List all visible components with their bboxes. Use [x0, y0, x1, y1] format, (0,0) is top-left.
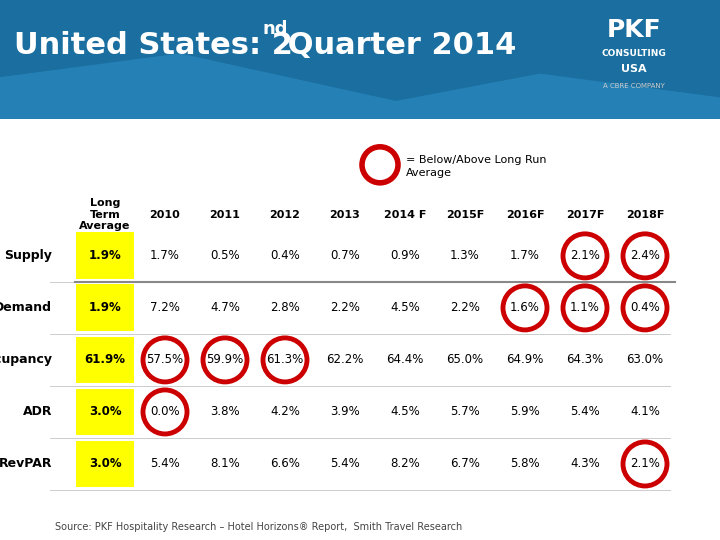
Text: 4.5%: 4.5%	[390, 406, 420, 419]
Text: Demand: Demand	[0, 301, 52, 314]
Text: Source: PKF Hospitality Research – Hotel Horizons® Report,  Smith Travel Researc: Source: PKF Hospitality Research – Hotel…	[55, 522, 462, 532]
Text: 2013: 2013	[330, 210, 361, 220]
Text: 0.9%: 0.9%	[390, 249, 420, 262]
Text: 3.0%: 3.0%	[89, 406, 121, 419]
Text: 2017F: 2017F	[566, 210, 604, 220]
FancyBboxPatch shape	[0, 0, 720, 119]
Text: 1.9%: 1.9%	[89, 249, 122, 262]
Text: Quarter 2014: Quarter 2014	[277, 31, 516, 59]
Circle shape	[623, 234, 667, 278]
Text: 2015F: 2015F	[446, 210, 484, 220]
Text: 4.1%: 4.1%	[630, 406, 660, 419]
Text: 61.9%: 61.9%	[84, 353, 125, 367]
Text: 5.7%: 5.7%	[450, 406, 480, 419]
Text: 1.3%: 1.3%	[450, 249, 480, 262]
Text: = Below/Above Long Run: = Below/Above Long Run	[406, 155, 546, 165]
Text: 7.2%: 7.2%	[150, 301, 180, 314]
Text: CONSULTING: CONSULTING	[601, 49, 666, 58]
FancyBboxPatch shape	[76, 388, 134, 435]
Text: 63.0%: 63.0%	[626, 353, 664, 367]
Text: A CBRE COMPANY: A CBRE COMPANY	[603, 83, 665, 89]
Text: 2.4%: 2.4%	[630, 249, 660, 262]
Text: 1.7%: 1.7%	[150, 249, 180, 262]
Text: 2012: 2012	[269, 210, 300, 220]
Text: 2.8%: 2.8%	[270, 301, 300, 314]
Text: Long
Term
Average: Long Term Average	[79, 198, 131, 232]
Text: Supply: Supply	[4, 249, 52, 262]
Text: 5.4%: 5.4%	[330, 457, 360, 470]
Text: Occupancy: Occupancy	[0, 353, 52, 367]
Text: 4.3%: 4.3%	[570, 457, 600, 470]
Circle shape	[362, 147, 398, 183]
Text: ADR: ADR	[22, 406, 52, 419]
Text: 65.0%: 65.0%	[446, 353, 484, 367]
Text: 1.6%: 1.6%	[510, 301, 540, 314]
Text: USA: USA	[621, 64, 647, 74]
Text: 5.4%: 5.4%	[570, 406, 600, 419]
Text: 2011: 2011	[210, 210, 240, 220]
FancyBboxPatch shape	[76, 232, 134, 279]
Text: 64.3%: 64.3%	[567, 353, 603, 367]
FancyBboxPatch shape	[76, 336, 134, 383]
Text: 5.9%: 5.9%	[510, 406, 540, 419]
Text: 0.4%: 0.4%	[630, 301, 660, 314]
Text: PKF: PKF	[606, 18, 661, 42]
Text: 2016F: 2016F	[505, 210, 544, 220]
Text: 2010: 2010	[150, 210, 181, 220]
Circle shape	[503, 286, 547, 330]
Circle shape	[623, 442, 667, 486]
Text: 2.2%: 2.2%	[330, 301, 360, 314]
Text: 4.5%: 4.5%	[390, 301, 420, 314]
Text: 3.9%: 3.9%	[330, 406, 360, 419]
Text: 5.8%: 5.8%	[510, 457, 540, 470]
Circle shape	[563, 286, 607, 330]
Text: 64.9%: 64.9%	[506, 353, 544, 367]
Text: 1.9%: 1.9%	[89, 301, 122, 314]
Text: 57.5%: 57.5%	[146, 353, 184, 367]
Text: 1.1%: 1.1%	[570, 301, 600, 314]
Circle shape	[203, 338, 247, 382]
Text: 4.7%: 4.7%	[210, 301, 240, 314]
Text: United States: 2: United States: 2	[14, 31, 293, 59]
Text: 0.4%: 0.4%	[270, 249, 300, 262]
Text: 2.1%: 2.1%	[630, 457, 660, 470]
Text: 2.1%: 2.1%	[570, 249, 600, 262]
Circle shape	[143, 338, 187, 382]
Text: RevPAR: RevPAR	[0, 457, 52, 470]
Text: 0.5%: 0.5%	[210, 249, 240, 262]
Circle shape	[143, 390, 187, 434]
Polygon shape	[0, 53, 720, 119]
Text: 61.3%: 61.3%	[266, 353, 304, 367]
Text: 3.0%: 3.0%	[89, 457, 121, 470]
Text: 0.7%: 0.7%	[330, 249, 360, 262]
FancyBboxPatch shape	[76, 285, 134, 332]
Text: 0.0%: 0.0%	[150, 406, 180, 419]
Circle shape	[563, 234, 607, 278]
Text: 8.2%: 8.2%	[390, 457, 420, 470]
Text: 3.8%: 3.8%	[210, 406, 240, 419]
Circle shape	[263, 338, 307, 382]
Text: 62.2%: 62.2%	[326, 353, 364, 367]
Text: 6.7%: 6.7%	[450, 457, 480, 470]
Text: 2018F: 2018F	[626, 210, 664, 220]
Text: 1.7%: 1.7%	[510, 249, 540, 262]
FancyBboxPatch shape	[76, 441, 134, 488]
Text: Average: Average	[406, 168, 452, 178]
Text: 64.4%: 64.4%	[387, 353, 423, 367]
Text: 5.4%: 5.4%	[150, 457, 180, 470]
Text: nd: nd	[263, 19, 288, 37]
Text: 4.2%: 4.2%	[270, 406, 300, 419]
Text: 8.1%: 8.1%	[210, 457, 240, 470]
Text: 59.9%: 59.9%	[207, 353, 243, 367]
Circle shape	[623, 286, 667, 330]
Text: 6.6%: 6.6%	[270, 457, 300, 470]
Text: 2.2%: 2.2%	[450, 301, 480, 314]
Text: 2014 F: 2014 F	[384, 210, 426, 220]
